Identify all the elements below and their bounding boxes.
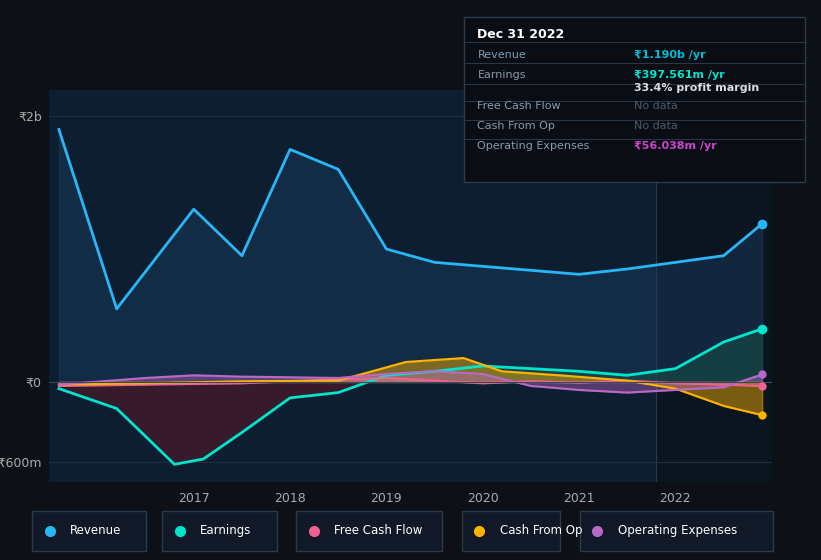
Bar bbox=[461, 511, 560, 550]
Text: ₹56.038m /yr: ₹56.038m /yr bbox=[635, 141, 717, 151]
Text: Free Cash Flow: Free Cash Flow bbox=[334, 524, 423, 537]
Text: Earnings: Earnings bbox=[478, 69, 526, 80]
Bar bbox=[32, 511, 146, 550]
Text: Revenue: Revenue bbox=[478, 50, 526, 60]
Bar bbox=[163, 511, 277, 550]
Text: ₹397.561m /yr: ₹397.561m /yr bbox=[635, 69, 725, 80]
Bar bbox=[656, 90, 772, 482]
Text: Revenue: Revenue bbox=[70, 524, 122, 537]
Text: Dec 31 2022: Dec 31 2022 bbox=[478, 29, 565, 41]
Bar bbox=[580, 511, 773, 550]
Text: No data: No data bbox=[635, 121, 678, 131]
Text: Earnings: Earnings bbox=[200, 524, 251, 537]
Text: 33.4% profit margin: 33.4% profit margin bbox=[635, 83, 759, 93]
Text: Operating Expenses: Operating Expenses bbox=[478, 141, 589, 151]
Text: Cash From Op: Cash From Op bbox=[499, 524, 582, 537]
Bar bbox=[296, 511, 442, 550]
Text: No data: No data bbox=[635, 101, 678, 111]
Text: Cash From Op: Cash From Op bbox=[478, 121, 555, 131]
Text: ₹1.190b /yr: ₹1.190b /yr bbox=[635, 50, 706, 60]
Text: Free Cash Flow: Free Cash Flow bbox=[478, 101, 561, 111]
Text: Operating Expenses: Operating Expenses bbox=[617, 524, 737, 537]
